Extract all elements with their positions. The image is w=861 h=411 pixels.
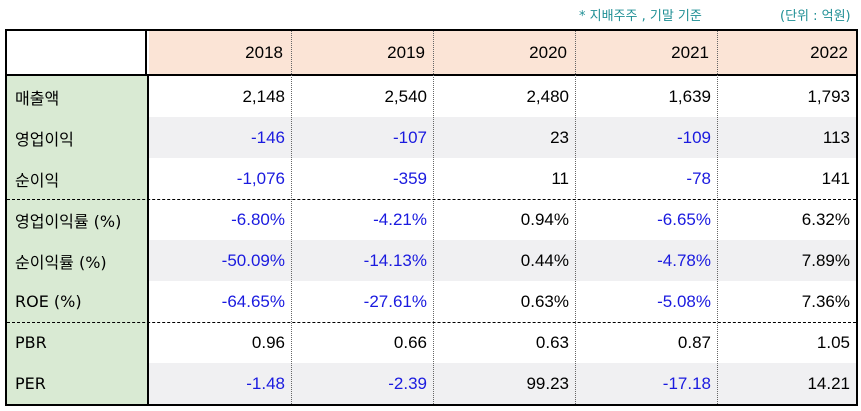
basis-note: * 지배주주 , 기말 기준 bbox=[579, 9, 702, 24]
column-separator bbox=[575, 31, 576, 404]
row-background bbox=[149, 240, 856, 281]
table-cell: -1,076 bbox=[236, 168, 285, 188]
table-cell: 0.44% bbox=[520, 250, 569, 270]
row-label: PBR bbox=[15, 333, 47, 352]
group-separator bbox=[7, 199, 856, 200]
row-background bbox=[149, 158, 856, 199]
column-header-2021: 2021 bbox=[575, 31, 717, 74]
row-label: 영업이익 bbox=[15, 129, 74, 149]
label-column bbox=[7, 76, 147, 404]
header-blank-cell bbox=[7, 31, 147, 74]
row-background bbox=[149, 322, 856, 363]
table-cell: -6.65% bbox=[657, 209, 711, 229]
table-cell: 1.05 bbox=[816, 332, 850, 352]
table-cell: 14.21 bbox=[807, 373, 850, 393]
table-cell: -27.61% bbox=[363, 291, 427, 311]
column-separator bbox=[291, 31, 292, 404]
table-cell: 7.89% bbox=[801, 250, 850, 270]
column-header-2022: 2022 bbox=[717, 31, 856, 74]
table-cell: 0.63% bbox=[520, 291, 569, 311]
table-cell: 0.94% bbox=[520, 209, 569, 229]
row-background bbox=[149, 76, 856, 117]
table-cell: 1,793 bbox=[807, 86, 850, 106]
row-label: ROE (%) bbox=[15, 292, 82, 311]
header-divider bbox=[7, 74, 856, 76]
table-cell: 2,480 bbox=[526, 86, 569, 106]
table-cell: 0.87 bbox=[677, 332, 711, 352]
table-cell: -359 bbox=[392, 168, 427, 188]
table-cell: -5.08% bbox=[657, 291, 711, 311]
table-cell: 2,540 bbox=[384, 86, 427, 106]
row-background bbox=[149, 199, 856, 240]
table-cell: -78 bbox=[686, 168, 711, 188]
column-header-2019: 2019 bbox=[291, 31, 433, 74]
table-cell: 1,639 bbox=[668, 86, 711, 106]
column-header-2020: 2020 bbox=[433, 31, 575, 74]
table-cell: 141 bbox=[821, 168, 850, 188]
table-cell: 11 bbox=[551, 168, 569, 188]
table-cell: -1.48 bbox=[246, 373, 285, 393]
table-cell: -107 bbox=[392, 127, 427, 147]
table-cell: 0.96 bbox=[251, 332, 285, 352]
row-label: 매출액 bbox=[15, 88, 60, 108]
unit-note: (단위 : 억원) bbox=[780, 9, 851, 24]
column-separator bbox=[717, 31, 718, 404]
table-cell: 113 bbox=[822, 127, 850, 147]
table-cell: 6.32% bbox=[801, 209, 850, 229]
table-cell: 0.66 bbox=[393, 332, 427, 352]
label-divider bbox=[147, 74, 149, 404]
table-cell: 99.23 bbox=[526, 373, 569, 393]
table-cell: -2.39 bbox=[388, 373, 427, 393]
column-header-2018: 2018 bbox=[149, 31, 291, 74]
column-separator bbox=[433, 31, 434, 404]
row-label: 순이익률 (%) bbox=[15, 252, 107, 272]
row-background bbox=[149, 363, 856, 404]
financial-table: 2018 2019 2020 2021 2022 매출액 2,148 2,540 2,480 1,… bbox=[5, 29, 858, 406]
table-cell: -146 bbox=[250, 127, 285, 147]
table-cell: 23 bbox=[550, 127, 569, 147]
table-cell: -17.18 bbox=[662, 373, 711, 393]
table-cell: -64.65% bbox=[221, 291, 285, 311]
row-label: 영업이익률 (%) bbox=[15, 211, 122, 231]
row-label: PER bbox=[15, 374, 46, 393]
group-separator bbox=[7, 322, 856, 323]
table-cell: -6.80% bbox=[231, 209, 285, 229]
row-label: 순이익 bbox=[15, 170, 60, 190]
table-cell: 2,148 bbox=[242, 86, 285, 106]
table-cell: -14.13% bbox=[363, 250, 427, 270]
table-cell: -4.21% bbox=[373, 209, 427, 229]
row-background bbox=[149, 281, 856, 322]
row-background bbox=[149, 117, 856, 158]
table-cell: -4.78% bbox=[657, 250, 711, 270]
table-cell: 0.63 bbox=[535, 332, 569, 352]
table-cell: -50.09% bbox=[221, 250, 285, 270]
table-cell: -109 bbox=[676, 127, 711, 147]
table-cell: 7.36% bbox=[801, 291, 850, 311]
